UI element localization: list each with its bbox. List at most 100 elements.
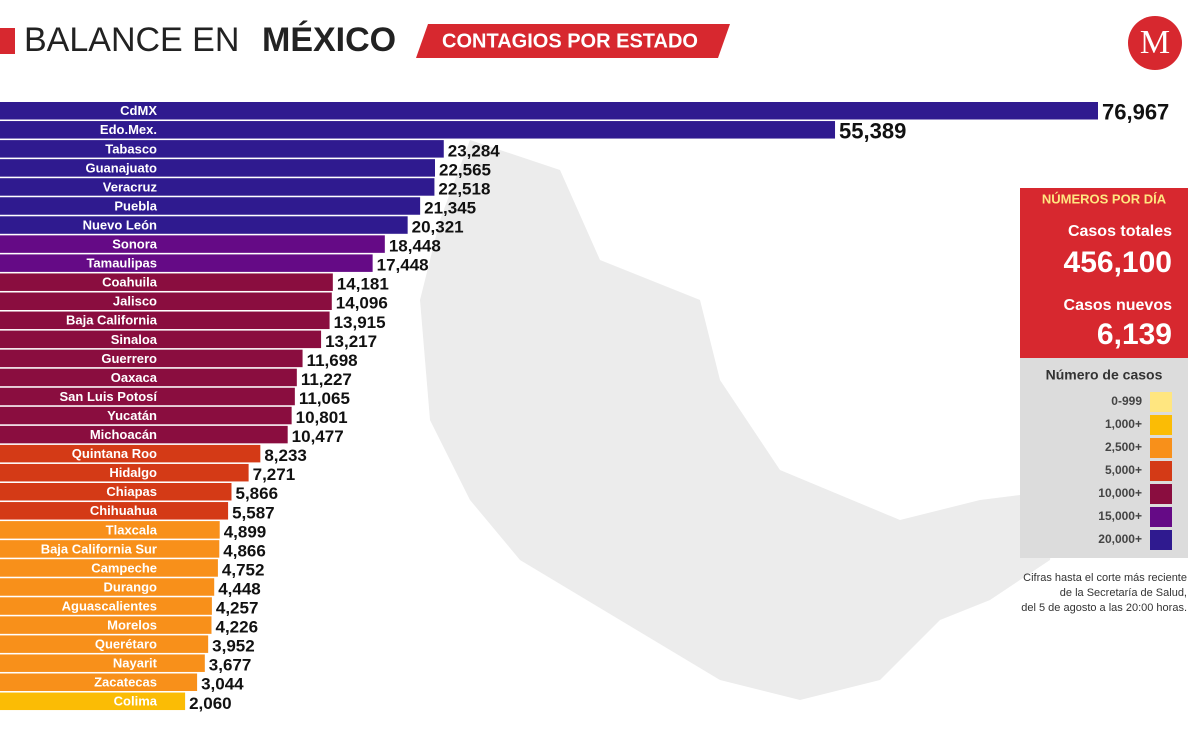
bars: CdMX 76,967 Edo.Mex. 55,389 Tabasco 23,284 Gua… — [0, 100, 1169, 713]
bar — [0, 559, 218, 577]
category-label: Aguascalientes — [62, 598, 157, 613]
value-label: 4,866 — [223, 541, 266, 560]
panel-top — [1020, 188, 1188, 358]
value-label: 11,065 — [299, 389, 350, 408]
category-label: Colima — [114, 694, 158, 709]
header-accent — [0, 28, 15, 54]
category-label: Yucatán — [107, 408, 157, 423]
value-label: 55,389 — [839, 119, 906, 144]
legend-swatch — [1150, 461, 1172, 481]
bar — [0, 273, 333, 291]
legend-label: 0-999 — [1111, 394, 1142, 408]
bar — [0, 178, 435, 196]
title-bold: MÉXICO — [262, 21, 396, 59]
legend: 0-999 1,000+ 2,500+ 5,000+ 10,000+ 15,000+ 20,… — [1098, 392, 1172, 550]
value-label: 3,952 — [212, 637, 255, 656]
bar — [0, 197, 421, 215]
bar — [0, 311, 330, 330]
category-label: Quintana Roo — [72, 446, 157, 461]
bar — [0, 578, 215, 596]
legend-title: Número de casos — [1046, 367, 1163, 383]
legend-swatch — [1150, 392, 1172, 412]
value-label: 18,448 — [389, 237, 441, 256]
bar — [0, 406, 292, 425]
new-label: Casos nuevos — [1064, 297, 1173, 314]
category-label: Querétaro — [95, 637, 157, 652]
category-label: Puebla — [114, 198, 157, 213]
bar — [0, 654, 205, 672]
value-label: 11,698 — [307, 351, 358, 370]
category-label: Nayarit — [113, 656, 158, 671]
category-label: Sinaloa — [111, 332, 158, 347]
category-label: Coahuila — [102, 275, 158, 290]
value-label: 8,233 — [264, 446, 307, 465]
value-label: 17,448 — [377, 256, 429, 275]
legend-swatch — [1150, 484, 1172, 504]
value-label: 13,217 — [325, 332, 377, 351]
panel-title: NÚMEROS POR DÍA — [1042, 191, 1167, 206]
category-label: CdMX — [120, 103, 157, 118]
logo-circle — [1128, 16, 1182, 70]
category-label: Jalisco — [113, 294, 157, 309]
bar — [0, 102, 1098, 120]
bar — [0, 444, 261, 463]
value-label: 3,044 — [201, 675, 244, 694]
bar — [0, 616, 212, 634]
bar — [0, 349, 303, 368]
value-label: 21,345 — [424, 198, 476, 217]
value-label: 13,915 — [334, 313, 386, 332]
category-label: San Luis Potosí — [59, 389, 157, 404]
value-label: 22,565 — [439, 160, 491, 179]
value-label: 11,227 — [301, 370, 352, 389]
value-label: 5,866 — [235, 484, 278, 503]
value-label: 14,181 — [337, 275, 389, 294]
value-label: 4,899 — [224, 522, 267, 541]
value-label: 10,477 — [292, 427, 344, 446]
category-label: Nuevo León — [83, 217, 157, 232]
map-silhouette — [420, 140, 1060, 700]
bar — [0, 235, 385, 253]
bar — [0, 254, 373, 272]
total-label: Casos totales — [1068, 223, 1172, 240]
category-label: Chiapas — [106, 484, 157, 499]
note-line: Cifras hasta el corte más reciente — [1023, 572, 1187, 584]
category-label: Baja California Sur — [41, 541, 157, 556]
category-label: Chihuahua — [90, 503, 158, 518]
value-label: 4,226 — [216, 618, 259, 637]
value-label: 4,448 — [218, 579, 261, 598]
total-value: 456,100 — [1064, 246, 1172, 279]
logo: M — [1140, 24, 1170, 61]
bar — [0, 540, 220, 558]
legend-label: 1,000+ — [1105, 417, 1142, 431]
bar — [0, 121, 836, 139]
value-label: 22,518 — [438, 179, 490, 198]
note: Cifras hasta el corte más reciente de la … — [1021, 572, 1187, 614]
note-line: del 5 de agosto a las 20:00 horas. — [1021, 602, 1187, 614]
category-label: Tlaxcala — [106, 522, 158, 537]
category-label: Morelos — [107, 618, 157, 633]
category-label: Guerrero — [101, 351, 157, 366]
category-label: Tamaulipas — [86, 256, 157, 271]
legend-swatch — [1150, 507, 1172, 527]
bar — [0, 521, 220, 539]
legend-swatch — [1150, 438, 1172, 458]
category-label: Campeche — [91, 560, 157, 575]
category-label: Tabasco — [105, 141, 157, 156]
bar — [0, 425, 288, 444]
category-label: Michoacán — [90, 427, 157, 442]
bar — [0, 330, 322, 349]
bar — [0, 463, 249, 482]
bar — [0, 692, 186, 711]
subtitle-box — [416, 24, 730, 58]
category-label: Veracruz — [103, 179, 158, 194]
legend-swatch — [1150, 415, 1172, 435]
title-light: BALANCE EN — [24, 21, 239, 59]
legend-label: 10,000+ — [1098, 486, 1142, 500]
bar — [0, 140, 444, 158]
note-line: de la Secretaría de Salud, — [1060, 587, 1187, 599]
bar — [0, 635, 209, 653]
category-label: Guanajuato — [85, 160, 157, 175]
bar — [0, 216, 408, 234]
value-label: 23,284 — [448, 141, 501, 160]
